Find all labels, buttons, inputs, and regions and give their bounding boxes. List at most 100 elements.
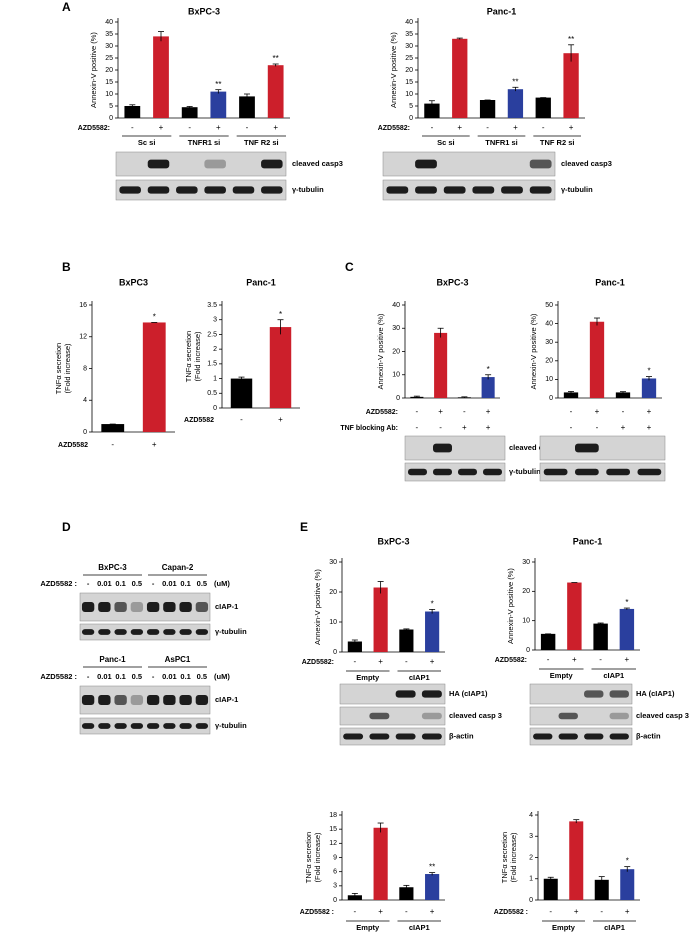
significance: * [153, 313, 156, 322]
x-tick-label: - [486, 123, 489, 132]
x-tick-label: + [216, 123, 221, 132]
bar [535, 97, 551, 118]
x-tick-label: + [438, 407, 443, 416]
blot-label: γ-tubulin [215, 627, 247, 636]
bar [620, 869, 635, 900]
blot-band [575, 468, 599, 476]
blot-band [114, 694, 127, 706]
bar [563, 392, 579, 398]
y-tick-label: 0 [83, 429, 87, 436]
blot-header: AsPC1 [165, 655, 191, 664]
row-label: AZD5582 : [300, 909, 334, 916]
group-label: cIAP1 [604, 923, 625, 932]
y-tick-label: 10 [522, 618, 530, 625]
blot-header: Capan-2 [162, 563, 194, 572]
blot-band [386, 186, 409, 194]
x-tick-label: + [572, 655, 577, 664]
blot-band [114, 601, 127, 613]
blot-strip [79, 717, 211, 735]
blot-band [163, 694, 176, 706]
bar [615, 392, 631, 398]
y-tick-label: 20 [405, 67, 413, 74]
group-label: cIAP1 [409, 923, 430, 932]
blot-band [98, 723, 111, 729]
x-tick-label: + [647, 423, 652, 432]
blot-band [114, 723, 127, 729]
y-axis-label: Annexin-V positive (%) [89, 32, 98, 108]
y-tick-label: 12 [329, 840, 337, 847]
blot-strip [529, 727, 633, 746]
x-tick-label: - [570, 423, 573, 432]
x-tick-label: - [431, 123, 434, 132]
blot-strip [539, 435, 666, 461]
x-tick-label: + [595, 407, 600, 416]
y-tick-label: 1.5 [207, 361, 217, 368]
blot-band [204, 186, 226, 194]
panel-letter: A [62, 0, 71, 14]
y-axis-label: Annexin-V positive (%) [313, 569, 322, 645]
x-tick-label: + [430, 907, 435, 916]
row-label: AZD5582: [495, 657, 527, 664]
y-tick-label: 20 [545, 358, 553, 365]
group-label: Empty [356, 673, 380, 682]
group-label: TNFR1 si [188, 138, 221, 147]
blot-band [81, 629, 95, 635]
y-axis-label: TNFα secretion [304, 832, 313, 883]
y-axis-label: Annexin-V positive (%) [529, 313, 538, 389]
blot-band [130, 694, 144, 706]
x-tick-label: - [596, 423, 599, 432]
blot-band [130, 629, 144, 635]
blot-band [81, 723, 95, 729]
blot-band [369, 733, 390, 740]
y-tick-label: 40 [545, 320, 553, 327]
panel-letter: C [345, 260, 354, 274]
row-label: TNF blocking Ab: [340, 425, 398, 432]
row-label: AZD5582 [184, 417, 214, 424]
lane-label: - [152, 579, 155, 588]
row-label: AZD5582 : [40, 672, 77, 681]
blot-strip [339, 727, 446, 746]
y-tick-label: 0.5 [207, 390, 217, 397]
group-label: Sc si [138, 138, 156, 147]
lane-label: 0.1 [180, 579, 190, 588]
x-tick-label: - [111, 440, 114, 449]
row-label: AZD5582: [366, 409, 398, 416]
y-tick-label: 35 [405, 31, 413, 38]
y-tick-label: 20 [522, 588, 530, 595]
blot-band [146, 694, 160, 706]
blot-label: γ-tubulin [509, 467, 541, 476]
blot-band [529, 159, 552, 169]
x-tick-label: + [486, 407, 491, 416]
y-tick-label: 25 [405, 55, 413, 62]
x-tick-label: - [600, 907, 603, 916]
group-label: cIAP1 [409, 673, 430, 682]
group-label: TNF R2 si [244, 138, 279, 147]
bar [373, 587, 388, 652]
bar [399, 887, 414, 900]
blot-band [163, 601, 176, 613]
bar [124, 106, 141, 118]
blot-strip [79, 623, 211, 641]
significance: ** [429, 863, 435, 872]
y-tick-label: 20 [105, 67, 113, 74]
row-label: AZD5582 : [40, 579, 77, 588]
y-tick-label: 35 [105, 31, 113, 38]
x-tick-label: + [159, 123, 164, 132]
blot-band [343, 733, 364, 740]
y-tick-label: 6 [333, 869, 337, 876]
y-tick-label: 0 [333, 649, 337, 656]
blot-band [147, 159, 170, 169]
y-tick-label: 40 [392, 302, 400, 309]
blot-band [163, 723, 176, 729]
blot-band [415, 159, 437, 169]
blot-strip [382, 179, 556, 201]
significance: * [279, 310, 282, 319]
x-tick-label: - [416, 407, 419, 416]
blot-label: cIAP-1 [215, 602, 238, 611]
chart-title: BxPC-3 [377, 536, 409, 546]
blot-band [176, 186, 198, 194]
group-label: Empty [552, 923, 576, 932]
bar [373, 827, 388, 900]
blot-strip [539, 462, 666, 482]
